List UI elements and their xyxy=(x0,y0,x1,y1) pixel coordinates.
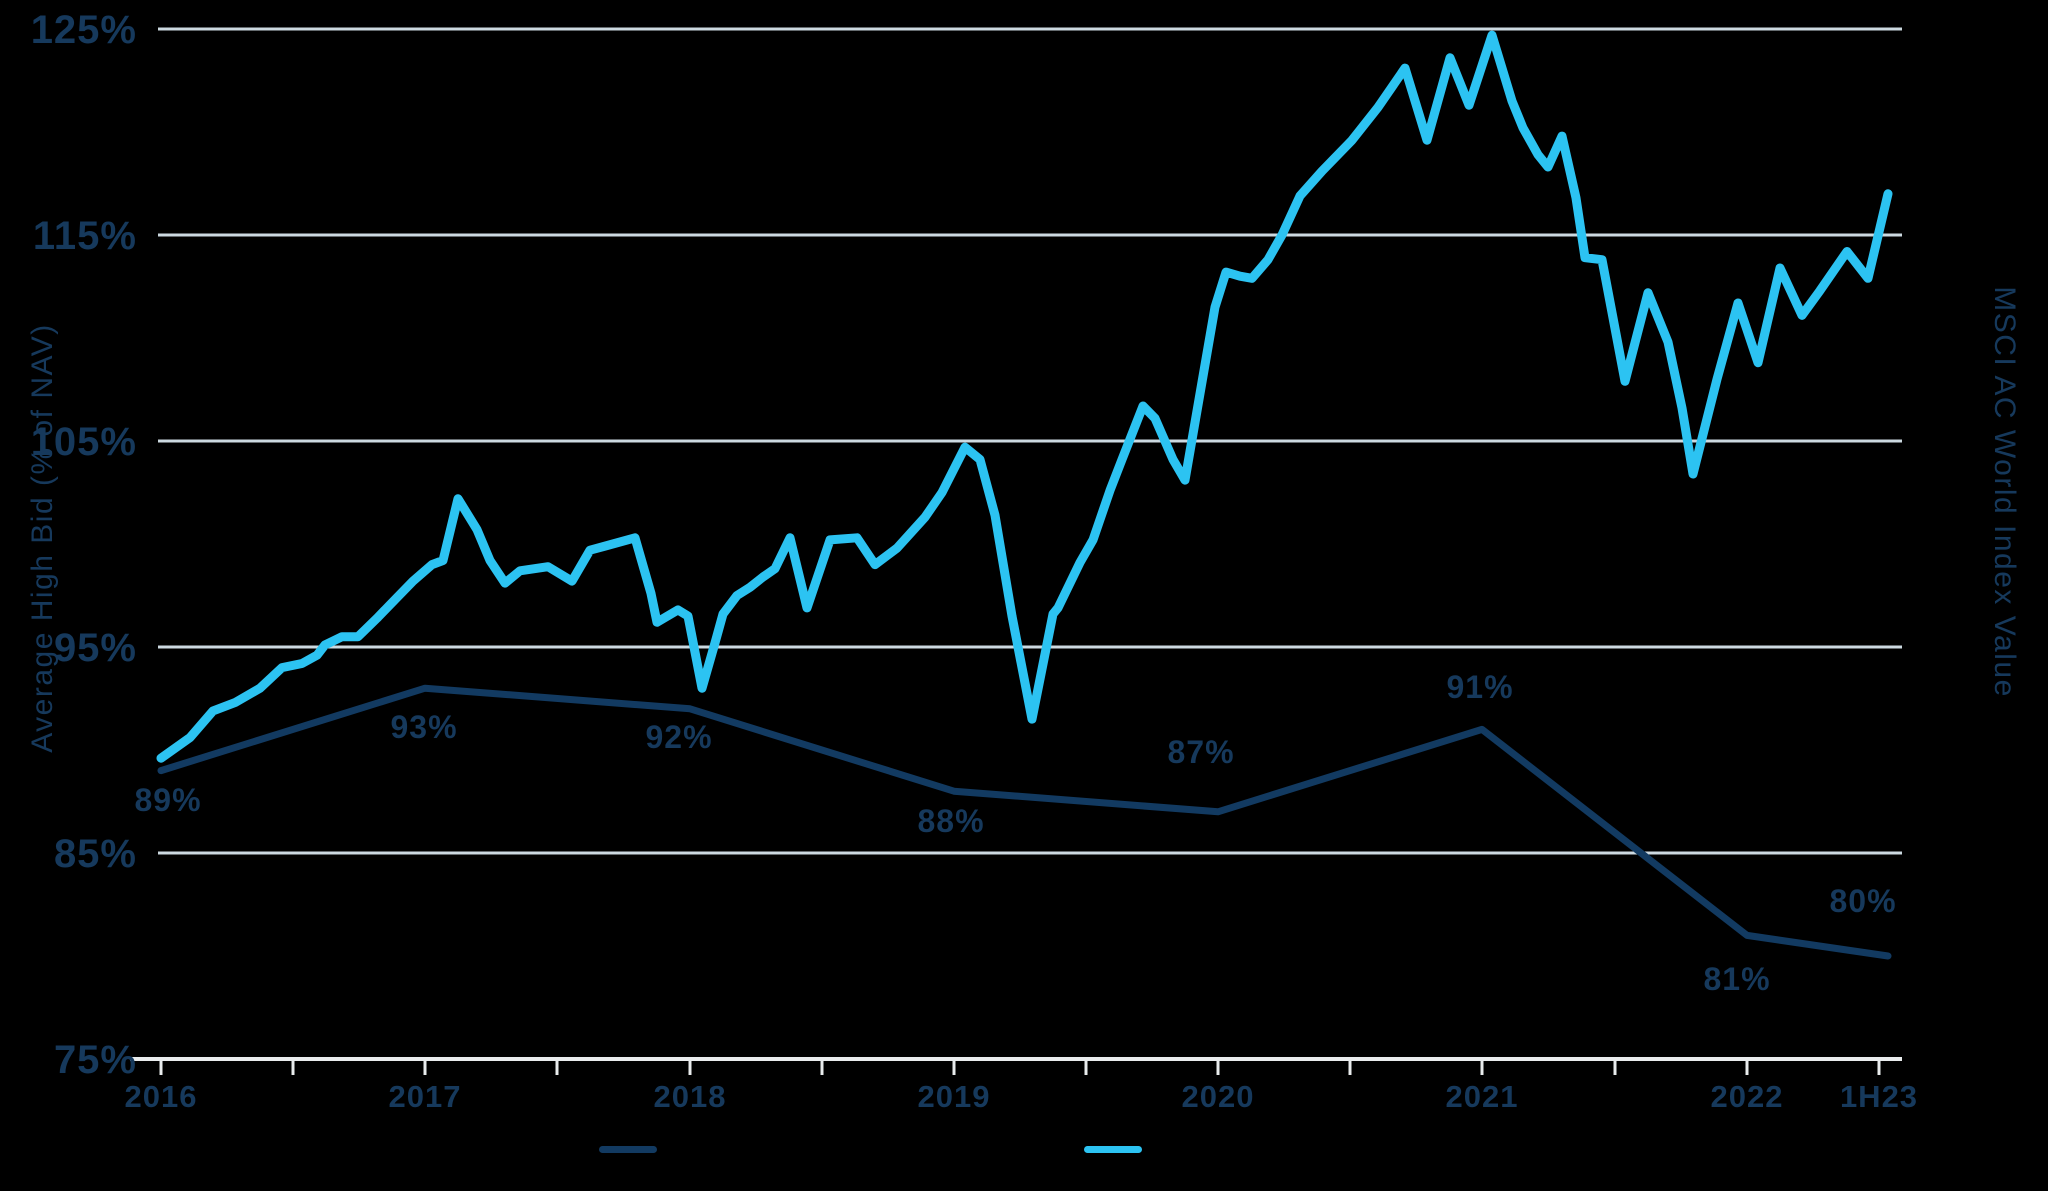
x-axis-label-2016: 2016 xyxy=(125,1079,198,1114)
data-label-92pct: 92% xyxy=(645,719,712,755)
y-axis-label-125: 125% xyxy=(31,8,137,52)
msci-index-line xyxy=(156,30,1893,763)
series-lines xyxy=(156,30,1893,960)
y-axis-label-95: 95% xyxy=(54,626,137,670)
data-label-89pct: 89% xyxy=(134,782,201,818)
average-high-bid-line xyxy=(157,684,1892,960)
x-axis-label-2022: 2022 xyxy=(1711,1079,1784,1114)
left-axis-title: Average High Bid (% of NAV) xyxy=(26,323,59,753)
x-axis-label-2020: 2020 xyxy=(1182,1079,1255,1114)
legend-swatch-average-high-bid xyxy=(599,1146,657,1153)
y-axis-label-75: 75% xyxy=(54,1038,137,1082)
x-axis-label-2019: 2019 xyxy=(918,1079,991,1114)
data-labels: 89% 93% 92% 88% 87% 91% 81% 80% xyxy=(134,669,1896,997)
y-axis-tick-labels: 125% 115% 105% 95% 85% 75% xyxy=(31,8,137,1082)
data-label-81pct: 81% xyxy=(1703,961,1770,997)
x-axis xyxy=(130,1057,1902,1075)
x-axis-label-1H23: 1H23 xyxy=(1840,1079,1918,1114)
right-axis-title: MSCI AC World Index Value xyxy=(1988,286,2021,698)
gridlines xyxy=(158,27,1902,855)
y-axis-label-85: 85% xyxy=(54,832,137,876)
legend-swatch-msci-index xyxy=(1084,1146,1142,1153)
x-axis-tick-labels: 2016 2017 2018 2019 2020 2021 2022 1H23 xyxy=(125,1079,1918,1114)
y-axis-label-115: 115% xyxy=(33,214,137,258)
y-axis-label-105: 105% xyxy=(31,420,137,464)
data-label-91pct: 91% xyxy=(1446,669,1513,705)
x-axis-label-2018: 2018 xyxy=(654,1079,727,1114)
data-label-88pct: 88% xyxy=(917,803,984,839)
data-label-87pct: 87% xyxy=(1167,734,1234,770)
x-axis-label-2021: 2021 xyxy=(1446,1079,1519,1114)
legend xyxy=(599,1146,1142,1153)
data-label-80pct: 80% xyxy=(1829,883,1896,919)
x-axis-label-2017: 2017 xyxy=(389,1079,462,1114)
data-label-93pct: 93% xyxy=(390,709,457,745)
